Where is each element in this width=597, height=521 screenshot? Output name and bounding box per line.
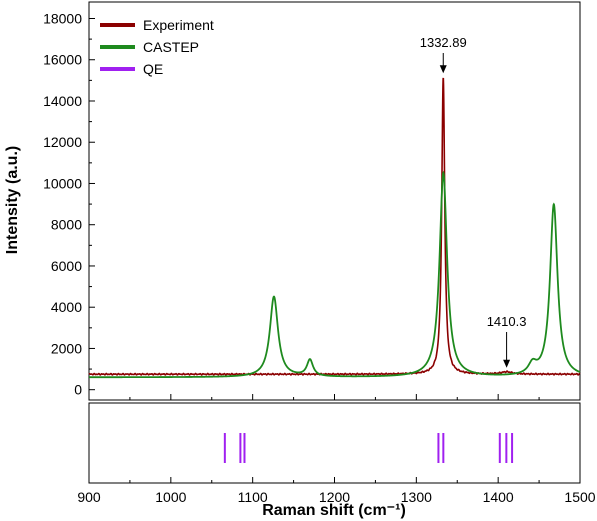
x-tick-label: 1300 xyxy=(401,489,432,505)
series-experiment-line xyxy=(88,77,581,376)
x-tick-label: 1000 xyxy=(155,489,186,505)
annotation-label: 1410.3 xyxy=(487,314,527,329)
y-tick-label: 6000 xyxy=(51,258,82,274)
legend-label-castep: CASTEP xyxy=(143,39,199,55)
y-tick-label: 18000 xyxy=(43,10,82,26)
x-axis-title: Raman shift (cm⁻¹) xyxy=(262,502,406,519)
y-axis-ticks: 0 2000 4000 6000 8000 10000 12000 14000 16000 180… xyxy=(43,10,95,398)
y-tick-label: 0 xyxy=(74,382,82,398)
y-tick-label: 14000 xyxy=(43,93,82,109)
y-tick-label: 10000 xyxy=(43,175,82,191)
legend-label-qe: QE xyxy=(143,61,163,77)
series-castep-line xyxy=(89,170,581,379)
y-tick-label: 4000 xyxy=(51,299,82,315)
x-axis-ticks: 900 1000 1100 1200 1300 1400 1500 xyxy=(77,394,596,505)
curves-layer xyxy=(88,77,581,379)
annotation-label: 1332.89 xyxy=(420,35,467,50)
x-tick-label: 1200 xyxy=(319,489,350,505)
qe-sticks-layer xyxy=(223,433,514,463)
y-tick-label: 12000 xyxy=(43,134,82,150)
annotation-arrow-head xyxy=(439,65,447,74)
x-tick-label: 1400 xyxy=(483,489,514,505)
y-tick-label: 8000 xyxy=(51,217,82,233)
y-axis-title: Intensity (a.u.) xyxy=(4,146,21,254)
y-tick-label: 16000 xyxy=(43,52,82,68)
y-tick-label: 2000 xyxy=(51,340,82,356)
annotations-layer: 1332.89 1410.3 xyxy=(420,35,527,368)
annotation-arrow-head xyxy=(503,359,511,368)
legend: Experiment CASTEP QE xyxy=(100,17,214,77)
x-tick-label: 900 xyxy=(77,489,101,505)
x-tick-label: 1500 xyxy=(564,489,595,505)
legend-label-experiment: Experiment xyxy=(143,17,214,33)
x-tick-label: 1100 xyxy=(238,489,268,505)
